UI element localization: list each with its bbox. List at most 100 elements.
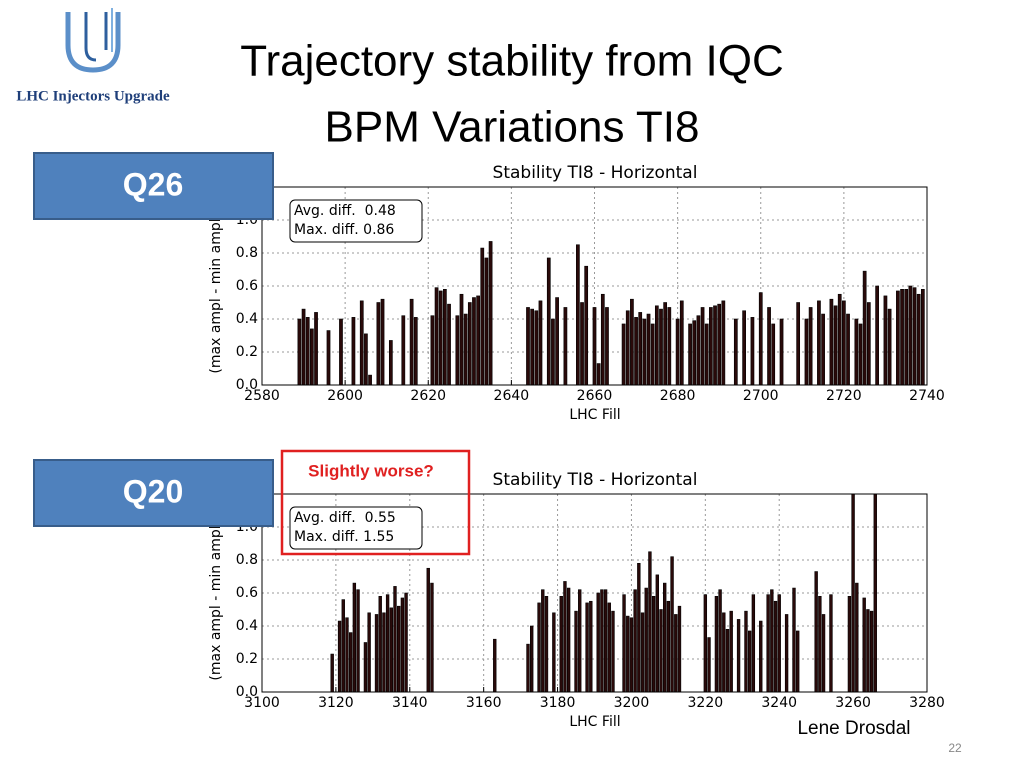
bar (592, 307, 597, 385)
bar (659, 609, 663, 692)
bar (758, 292, 763, 385)
bar (476, 295, 480, 385)
bar (633, 589, 637, 692)
y-axis-label: (max ampl - min ampl (208, 525, 224, 680)
logo-text: LHC Injectors Upgrade (16, 88, 170, 104)
bar (721, 300, 726, 385)
x-tick-label: 2600 (327, 388, 363, 404)
bar (773, 600, 778, 692)
bar (388, 340, 393, 385)
bar (443, 288, 447, 385)
bar (605, 307, 609, 385)
bar (908, 285, 913, 385)
bar (904, 288, 909, 385)
bar (621, 323, 626, 385)
label-box: Q26 (33, 152, 274, 220)
bar (337, 620, 342, 692)
bar (821, 313, 825, 385)
y-tick-label: 0.6 (236, 585, 258, 601)
bar (630, 298, 634, 385)
bar (650, 323, 655, 385)
bar (380, 298, 385, 385)
bar (729, 610, 733, 692)
bar (818, 595, 822, 692)
bar (339, 318, 343, 385)
bar (447, 303, 451, 385)
x-tick-label: 2720 (826, 388, 862, 404)
bar (426, 567, 430, 692)
bar (779, 318, 784, 385)
bar (751, 594, 756, 692)
y-tick-label: 0.4 (236, 311, 258, 327)
bar (530, 308, 535, 385)
title-line: BPM Variations TI8 (325, 103, 700, 152)
bar (916, 293, 921, 385)
bar (855, 582, 859, 692)
bar (326, 330, 331, 385)
bar (526, 307, 530, 385)
bar (600, 589, 604, 692)
bar (777, 594, 781, 692)
charts: Stability TI8 - Horizontal LHC Fill (max a… (208, 163, 945, 730)
bar (409, 298, 414, 385)
bar (744, 610, 748, 692)
x-tick-label: 2740 (909, 388, 945, 404)
annotation-box (289, 199, 423, 243)
bar (472, 297, 476, 385)
bar (869, 610, 874, 692)
bar (552, 612, 556, 692)
bar (862, 597, 866, 692)
bar (488, 241, 493, 385)
bar (766, 594, 770, 692)
bar (480, 247, 485, 385)
bar (563, 307, 568, 385)
callout: Slightly worse? (308, 461, 434, 480)
bar (622, 594, 626, 692)
chart: Stability TI8 - Horizontal LHC Fill (max a… (208, 163, 945, 423)
bar (438, 290, 443, 385)
bar (663, 302, 668, 385)
bar (455, 315, 460, 385)
bar (493, 638, 497, 692)
bar (770, 589, 774, 692)
bar (638, 312, 643, 385)
callout-box (280, 449, 471, 556)
bar (314, 312, 318, 385)
bar (696, 315, 701, 385)
bar (817, 300, 821, 385)
bar (833, 305, 838, 385)
bar (637, 562, 641, 692)
bar (900, 288, 904, 385)
bar (596, 363, 601, 385)
x-axis-label: LHC Fill (569, 407, 620, 423)
bar (537, 602, 541, 692)
bar (574, 610, 578, 692)
bar (767, 307, 771, 385)
page-number: 22 (948, 741, 962, 755)
bar (703, 594, 708, 692)
bar (718, 589, 722, 692)
bar (555, 297, 559, 385)
bar (829, 298, 834, 385)
bar (546, 257, 551, 385)
bar (559, 595, 563, 692)
x-tick-label: 3100 (244, 695, 280, 711)
bar (692, 320, 697, 385)
bar (784, 614, 789, 692)
bar (389, 607, 393, 692)
bar (747, 630, 752, 692)
bar (896, 290, 900, 385)
y-tick-label: 0.4 (236, 618, 258, 634)
bar (821, 614, 826, 692)
bar (714, 595, 719, 692)
x-tick-label: 2680 (660, 388, 696, 404)
bar (404, 592, 408, 692)
bar (363, 642, 368, 692)
bar (576, 244, 580, 385)
annotation: Avg. diff. 0.48 (294, 203, 396, 219)
x-axis-label: LHC Fill (569, 714, 620, 730)
label: Q26 (123, 166, 183, 202)
bar (873, 494, 877, 692)
bar (459, 293, 464, 385)
